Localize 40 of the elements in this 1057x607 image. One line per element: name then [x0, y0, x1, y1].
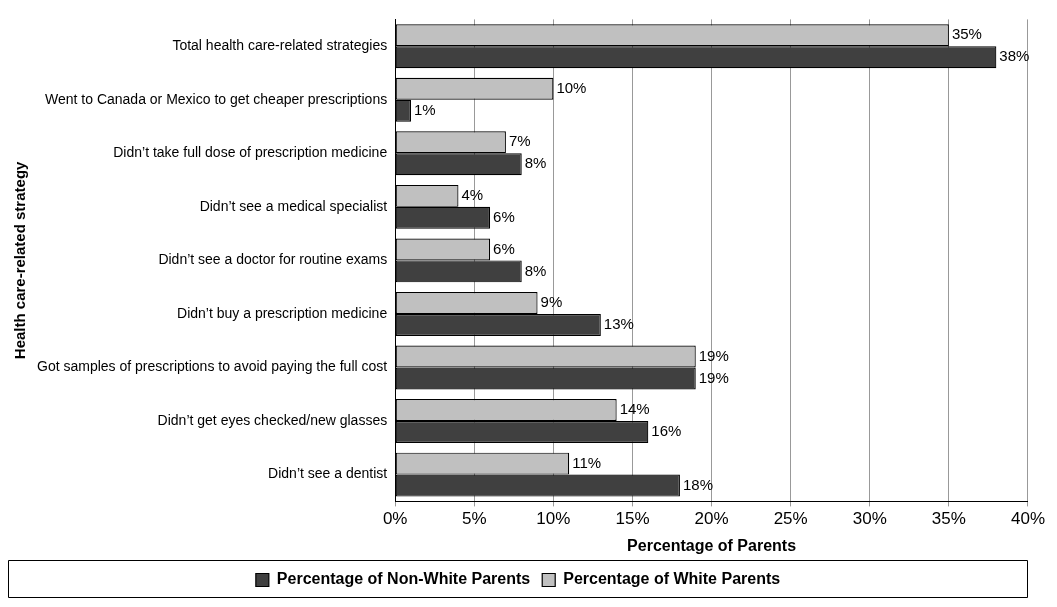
data-label: 14%: [619, 400, 650, 418]
data-label: 7%: [508, 132, 531, 150]
y-axis-title: Health care-related strategy: [11, 160, 29, 360]
x-tick-label: 30%: [852, 509, 887, 529]
data-label: 11%: [572, 453, 602, 471]
data-label: 19%: [698, 346, 729, 364]
y-tick-label: Didn’t buy a prescription medicine: [177, 304, 388, 321]
x-tick-label: 35%: [931, 509, 966, 529]
x-axis-title: Percentage of Parents: [627, 536, 797, 554]
y-tick-label: Total health care-related strategies: [172, 37, 388, 54]
data-label: 35%: [951, 25, 982, 43]
x-tick-label: 15%: [615, 509, 650, 529]
y-tick-label: Didn’t see a dentist: [268, 465, 388, 482]
y-tick-label: Didn’t take full dose of prescription medicine: [113, 144, 388, 161]
data-label: 10%: [556, 78, 587, 96]
legend-label: Percentage of White Parents: [563, 570, 781, 588]
y-tick-label: Didn’t see a doctor for routine exams: [158, 251, 388, 268]
data-label: 13%: [603, 315, 634, 333]
x-tick-label: 0%: [382, 509, 408, 529]
legend-label: Percentage of Non-White Parents: [276, 570, 531, 588]
data-label: 6%: [493, 239, 515, 257]
data-label: 16%: [651, 422, 682, 440]
data-label: 6%: [493, 207, 515, 225]
y-tick-label: Didn’t see a medical specialist: [199, 197, 388, 214]
data-label: 1%: [414, 100, 436, 118]
y-tick-label: Got samples of prescriptions to avoid paying the full cost: [36, 358, 388, 375]
x-tick-label: 10%: [536, 509, 571, 529]
x-tick-label: 5%: [461, 509, 487, 529]
data-label: 38%: [999, 47, 1030, 65]
x-tick-label: 20%: [694, 509, 729, 529]
x-tick-label: 25%: [773, 509, 808, 529]
data-label: 4%: [461, 186, 484, 204]
y-tick-label: Didn’t get eyes checked/new glasses: [157, 411, 388, 428]
data-label: 9%: [540, 293, 563, 311]
data-label: 19%: [698, 368, 729, 386]
x-tick-label: 40%: [1010, 509, 1045, 529]
data-label: 8%: [524, 261, 547, 279]
data-label: 8%: [524, 154, 547, 172]
y-tick-label: Went to Canada or Mexico to get cheaper prescriptions: [45, 90, 388, 107]
data-label: 18%: [682, 475, 713, 493]
